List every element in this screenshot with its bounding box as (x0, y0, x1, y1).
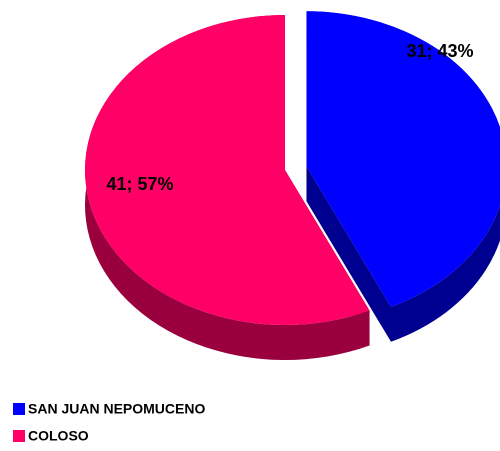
legend-label: SAN JUAN NEPOMUCENO (28, 401, 205, 417)
slice (306, 11, 500, 307)
legend-label: COLOSO (28, 428, 89, 444)
slice (85, 14, 370, 325)
data-label: 31; 43% (406, 41, 473, 61)
slice-side (85, 14, 370, 360)
slice-cut (306, 166, 392, 342)
legend-swatch (13, 430, 25, 442)
legend-swatch (13, 403, 25, 415)
data-label: 41; 57% (106, 174, 173, 194)
